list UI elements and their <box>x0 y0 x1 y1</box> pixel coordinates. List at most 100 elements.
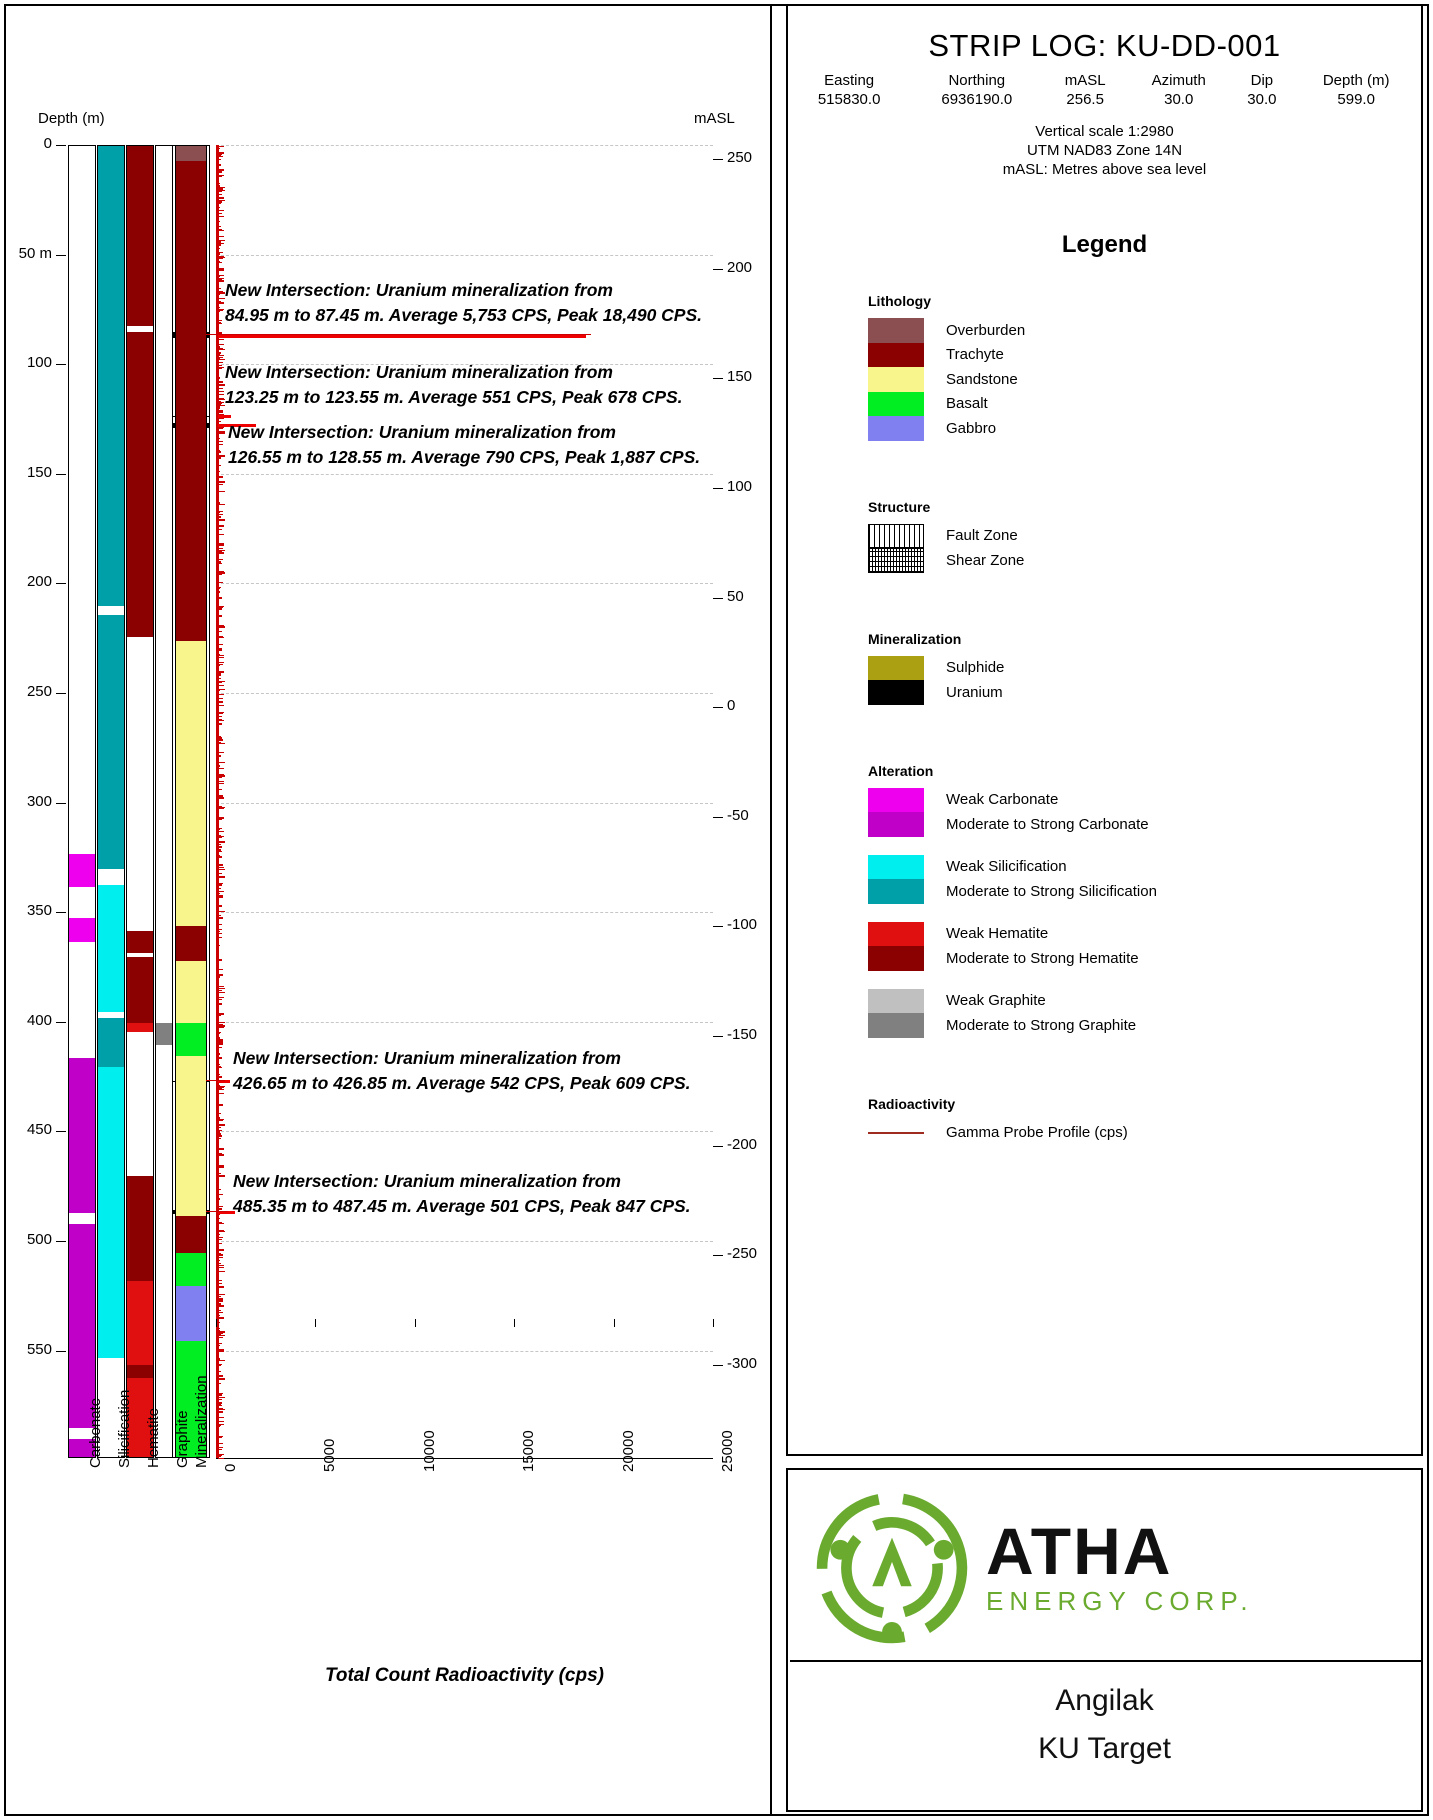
legend-item[interactable]: Fault Zone <box>868 524 1421 549</box>
gamma-sample <box>218 620 219 621</box>
gamma-sample <box>218 534 224 535</box>
masl-tick <box>713 1036 723 1037</box>
gamma-sample <box>218 1417 223 1418</box>
masl-tick <box>713 926 723 927</box>
legend-item[interactable]: Moderate to Strong Hematite <box>868 946 1421 971</box>
gamma-sample <box>218 1307 219 1308</box>
gamma-sample <box>218 543 224 544</box>
gamma-sample <box>218 1294 221 1295</box>
gamma-sample <box>218 1371 221 1372</box>
legend-item-label: Trachyte <box>946 346 1004 363</box>
gamma-sample <box>218 451 220 452</box>
gamma-sample <box>218 1014 221 1015</box>
gamma-sample <box>218 807 224 808</box>
cps-tick <box>614 1319 615 1327</box>
atha-logo-icon <box>816 1492 968 1644</box>
legend-item[interactable]: Weak Carbonate <box>868 788 1421 813</box>
legend-item[interactable]: Weak Hematite <box>868 922 1421 947</box>
gamma-sample <box>218 678 221 679</box>
intersection-annotation: New Intersection: Uranium mineralization… <box>233 1169 691 1219</box>
gamma-sample <box>218 768 224 769</box>
legend-item[interactable]: Weak Graphite <box>868 989 1421 1014</box>
gamma-sample <box>218 384 221 385</box>
legend-item[interactable]: Moderate to Strong Silicification <box>868 879 1421 904</box>
legend-item[interactable]: Moderate to Strong Carbonate <box>868 812 1421 837</box>
gamma-sample <box>218 979 219 980</box>
gamma-sample <box>218 1357 219 1358</box>
legend-item[interactable]: Weak Silicification <box>868 855 1421 880</box>
legend-item[interactable]: Moderate to Strong Graphite <box>868 1013 1421 1038</box>
legend-spacer <box>868 837 1421 855</box>
depth-tick <box>56 693 66 694</box>
gamma-sample <box>218 1138 221 1139</box>
gamma-sample <box>218 846 222 847</box>
gamma-sample <box>218 240 225 241</box>
collar-label-2: mASL <box>1045 72 1125 89</box>
legend-item[interactable]: Sulphide <box>868 656 1421 681</box>
collar-label-1: Northing <box>910 72 1043 89</box>
gamma-sample <box>218 841 225 842</box>
gamma-sample <box>218 797 224 798</box>
gamma-sample <box>218 783 224 784</box>
legend-group-spacer <box>868 587 1421 631</box>
gamma-sample <box>218 597 222 598</box>
track-segment <box>127 957 153 1023</box>
gamma-sample <box>218 625 224 626</box>
gamma-sample <box>218 1315 220 1316</box>
depth-tick <box>56 1022 66 1023</box>
legend-item[interactable]: Gamma Probe Profile (cps) <box>868 1121 1421 1146</box>
depth-tick <box>56 474 66 475</box>
gamma-sample <box>218 203 221 204</box>
gamma-sample <box>218 1263 221 1264</box>
gamma-sample <box>218 476 223 477</box>
gamma-sample <box>218 403 222 404</box>
gamma-sample <box>218 210 224 211</box>
gamma-sample <box>218 1038 220 1039</box>
cps-tick <box>415 1319 416 1327</box>
page-title: STRIP LOG: KU-DD-001 <box>788 28 1421 64</box>
gamma-sample <box>218 976 220 977</box>
gamma-sample <box>218 1257 223 1258</box>
collar-value-0: 515830.0 <box>790 91 908 108</box>
footer-box: ATHA ENERGY CORP. Angilak KU Target <box>786 1468 1423 1812</box>
legend-swatch-icon <box>868 318 924 343</box>
gamma-sample <box>218 1447 223 1448</box>
masl-tick-label: 200 <box>727 259 752 276</box>
masl-tick <box>713 1255 723 1256</box>
masl-tick <box>713 269 723 270</box>
legend-group-spacer <box>868 719 1421 763</box>
gamma-sample <box>218 359 225 360</box>
gamma-sample <box>218 270 224 271</box>
cps-tick-label: 5000 <box>321 1439 338 1472</box>
legend-item[interactable]: Gabbro <box>868 416 1421 441</box>
track-label-graphite: Graphite <box>174 1410 191 1468</box>
gamma-sample <box>218 514 223 515</box>
target-name: KU Target <box>788 1732 1421 1766</box>
gamma-sample <box>218 664 223 665</box>
gamma-sample <box>218 873 222 874</box>
gamma-sample <box>218 491 225 492</box>
gamma-sample <box>218 1378 225 1379</box>
masl-tick <box>713 598 723 599</box>
gamma-sample <box>218 1298 223 1299</box>
legend-item[interactable]: Basalt <box>868 392 1421 417</box>
gamma-sample <box>218 1324 219 1325</box>
depth-tick-label: 150 <box>6 464 52 481</box>
gamma-sample <box>218 1104 223 1105</box>
masl-tick <box>713 817 723 818</box>
legend-item[interactable]: Shear Zone <box>868 548 1421 573</box>
gamma-sample <box>218 1194 223 1195</box>
track-lithology <box>175 145 207 1458</box>
legend-item[interactable]: Trachyte <box>868 343 1421 368</box>
track-segment <box>127 931 153 953</box>
legend-item[interactable]: Uranium <box>868 680 1421 705</box>
legend-item[interactable]: Overburden <box>868 318 1421 343</box>
gamma-sample <box>218 278 224 279</box>
depth-tick <box>56 145 66 146</box>
legend-group-alteration: Alteration Weak Carbonate Moderate to Stro… <box>868 763 1421 1038</box>
track-segment <box>98 1018 124 1066</box>
legend-item[interactable]: Sandstone <box>868 367 1421 392</box>
gamma-sample <box>218 377 220 378</box>
masl-tick-label: -200 <box>727 1136 757 1153</box>
gamma-sample <box>218 891 224 892</box>
